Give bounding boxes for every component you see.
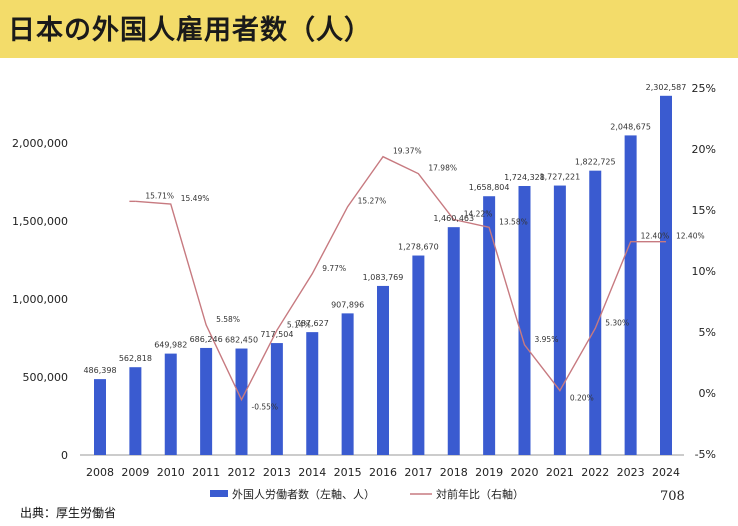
line-data-label: 0.20% [570, 394, 594, 403]
line-data-label: 12.40% [641, 232, 670, 241]
x-tick-label: 2024 [652, 466, 680, 479]
x-tick-label: 2012 [228, 466, 256, 479]
right-tick-label: 0% [699, 387, 716, 400]
line-data-label: 3.95% [535, 335, 559, 344]
bar-data-label: 682,450 [225, 336, 258, 345]
right-tick-label: 25% [692, 82, 716, 95]
line-data-label: 5.14% [287, 320, 311, 329]
bar [164, 353, 177, 455]
bar [94, 379, 106, 455]
line-data-label: 17.98% [428, 164, 457, 173]
bar-data-label: 1,822,725 [575, 158, 616, 167]
x-tick-label: 2013 [263, 466, 291, 479]
line-data-label: 15.71% [145, 191, 174, 200]
bar-data-label: 1,724,328 [504, 173, 545, 182]
line-data-label: 5.30% [605, 318, 629, 327]
x-tick-label: 2020 [511, 466, 539, 479]
bar [660, 95, 672, 455]
x-tick-label: 2009 [121, 466, 149, 479]
bar [200, 347, 213, 455]
bar [412, 255, 425, 455]
bar-data-label: 907,896 [331, 300, 364, 309]
line-data-label: 19.37% [393, 147, 422, 156]
x-tick-label: 2010 [157, 466, 185, 479]
bar [624, 135, 637, 455]
line-data-label: 5.58% [216, 315, 240, 324]
bar-data-label: 486,398 [83, 366, 116, 375]
bar [553, 185, 566, 455]
x-tick-label: 2016 [369, 466, 397, 479]
bar [129, 367, 142, 455]
right-tick-label: -5% [695, 448, 716, 461]
bar-data-label: 686,246 [190, 335, 223, 344]
bar-data-label: 1,278,670 [398, 243, 439, 252]
left-tick-label: 1,500,000 [12, 215, 68, 228]
x-tick-label: 2018 [440, 466, 468, 479]
x-tick-label: 2019 [475, 466, 503, 479]
x-tick-label: 2014 [298, 466, 326, 479]
bar-data-label: 787,627 [296, 319, 329, 328]
combo-chart: 0 500,000 1,000,000 1,500,000 2,000,000 -5% 0%… [12, 82, 716, 501]
bar-data-label: 2,048,675 [610, 122, 651, 131]
x-tick-label: 2008 [86, 466, 114, 479]
bar-data-label: 562,818 [119, 354, 152, 363]
left-tick-label: 1,000,000 [12, 293, 68, 306]
line-data-label: 14.22% [464, 210, 493, 219]
line-data-label: -0.55% [252, 403, 279, 412]
x-tick-label: 2023 [617, 466, 645, 479]
right-tick-label: 5% [699, 326, 716, 339]
bar-data-label: 1,083,769 [363, 273, 404, 282]
line-data-label: 9.77% [322, 264, 346, 273]
bar [589, 170, 602, 455]
bar-data-label: 1,460,463 [433, 214, 474, 223]
x-tick-label: 2011 [192, 466, 220, 479]
legend-bar-label: 外国人労働者数（左軸、人） [232, 487, 375, 501]
source-note: 出典：厚生労働省 [20, 506, 117, 520]
page-number: 708 [660, 489, 685, 504]
line-data-label: 12.40% [676, 232, 705, 241]
line-data-label: 15.49% [181, 194, 210, 203]
bar-data-label: 1,658,804 [469, 183, 510, 192]
x-tick-label: 2021 [546, 466, 574, 479]
legend-bar-swatch [210, 490, 228, 497]
legend-line-label: 対前年比（右軸） [436, 487, 524, 501]
x-tick-label: 2022 [581, 466, 609, 479]
line-data-label: 13.58% [499, 217, 528, 226]
left-tick-label: 0 [61, 449, 68, 462]
bar [341, 313, 354, 455]
bar-data-label: 1,727,221 [540, 173, 581, 182]
bar-data-label: 649,982 [154, 341, 187, 350]
bar [270, 343, 283, 455]
bar [377, 285, 389, 455]
bar [235, 348, 248, 455]
x-tick-label: 2017 [404, 466, 432, 479]
line-data-label: 15.27% [358, 197, 387, 206]
left-tick-label: 500,000 [23, 371, 69, 384]
title-band [0, 0, 738, 58]
left-tick-label: 2,000,000 [12, 137, 68, 150]
right-tick-label: 15% [692, 204, 716, 217]
right-tick-label: 10% [692, 265, 716, 278]
bar [447, 227, 460, 455]
x-tick-label: 2015 [334, 466, 362, 479]
chart-title: 日本の外国人雇用者数（人） [8, 15, 372, 46]
right-tick-label: 20% [692, 143, 716, 156]
bar-data-label: 2,302,587 [646, 83, 687, 92]
yoy-line [135, 155, 666, 402]
bar [518, 186, 531, 456]
bar-data-label: 717,504 [260, 330, 293, 339]
bar [483, 196, 496, 456]
bar [306, 332, 319, 455]
